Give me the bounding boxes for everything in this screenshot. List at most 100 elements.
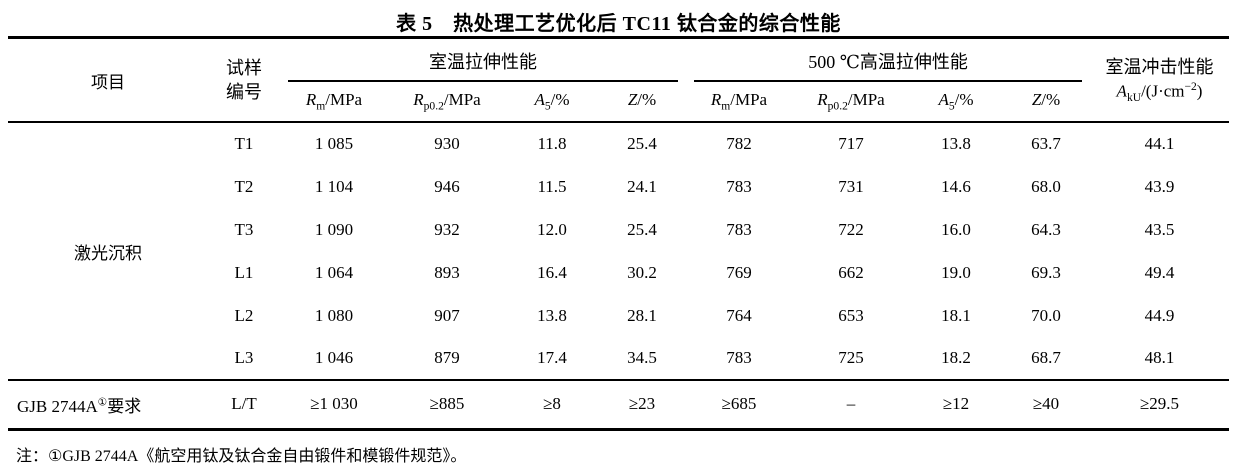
cell: 11.8 <box>506 121 598 165</box>
requirement-row: GJB 2744A①要求 L/T ≥1 030 ≥885 ≥8 ≥23 ≥685… <box>8 379 1230 429</box>
group-header-high-temp-tensile: 500 ℃高温拉伸性能 <box>686 38 1090 82</box>
cell: 769 <box>726 262 752 282</box>
cell: 13.8 <box>537 305 567 325</box>
sample-id-cell: L/T <box>208 379 280 429</box>
subcol-header-ht-z: Z/% <box>1031 90 1061 110</box>
cell: ≥685 <box>686 379 792 429</box>
cell: 1 085 <box>280 121 388 165</box>
cell: 16.4 <box>537 262 567 282</box>
cell: 18.1 <box>941 305 971 325</box>
cell: 1 090 <box>314 219 354 239</box>
table-row: T3 1 090 932 12.0 25.4 783 722 16.0 64.3… <box>8 208 1229 251</box>
cell: 49.4 <box>1144 262 1175 282</box>
sample-id-cell: T2 <box>234 176 254 196</box>
cell: 783 <box>726 176 752 196</box>
table-title: 表 5 热处理工艺优化后 TC11 钛合金的综合性能 <box>396 13 841 35</box>
cell: ≥23 <box>598 379 686 429</box>
properties-table: 项目 试样 编号 室温拉伸性能 500 ℃高温拉伸性能 室温冲击性能 A <box>8 36 1230 431</box>
cell: ≥8 <box>506 379 598 429</box>
cell: 18.2 <box>941 348 971 367</box>
cell: 932 <box>434 219 460 239</box>
cell: 28.1 <box>627 305 657 325</box>
cell: 68.0 <box>1031 176 1061 196</box>
table-row: T2 1 104 946 11.5 24.1 783 731 14.6 68.0… <box>8 165 1229 208</box>
cell: 731 <box>838 176 864 196</box>
cell: 68.7 <box>1031 348 1061 367</box>
cell: ≥885 <box>388 379 506 429</box>
cell: 70.0 <box>1031 305 1061 325</box>
header-row-groups: 项目 试样 编号 室温拉伸性能 500 ℃高温拉伸性能 室温冲击性能 A <box>8 38 1229 104</box>
cell: 63.7 <box>1002 121 1091 165</box>
cell: 30.2 <box>627 262 657 282</box>
table-row: L1 1 064 893 16.4 30.2 769 662 19.0 69.3… <box>8 251 1229 294</box>
subcol-header-rt-z: Z/% <box>627 90 657 110</box>
subcol-header-rt-rp02: Rp0.2/MPa <box>413 90 481 113</box>
cell: 43.5 <box>1144 219 1175 239</box>
sample-id-cell: L1 <box>234 262 254 282</box>
cell: 1 064 <box>314 262 354 282</box>
cell: 1 046 <box>314 348 354 367</box>
requirement-label: GJB 2744A①要求 <box>8 379 208 429</box>
sample-id-cell: L2 <box>234 305 254 325</box>
footnote: 注：①GJB 2744A《航空用钛及钛合金自由锻件和模锻件规范》。 <box>16 447 467 465</box>
cell: 13.8 <box>910 121 1002 165</box>
cell: 662 <box>838 262 864 282</box>
col-header-sample: 试样 编号 <box>208 38 280 123</box>
cell: 19.0 <box>941 262 971 282</box>
cell: 653 <box>838 305 864 325</box>
cell: 783 <box>726 219 752 239</box>
cell: ≥40 <box>1002 379 1091 429</box>
cell: 69.3 <box>1031 262 1061 282</box>
subcol-header-rt-rm: Rm/MPa <box>305 90 363 113</box>
cell: 1 104 <box>314 176 354 196</box>
col-header-item: 项目 <box>91 72 125 92</box>
cell: ≥1 030 <box>280 379 388 429</box>
cell: 907 <box>434 305 460 325</box>
cell: 16.0 <box>941 219 971 239</box>
cell: ≥12 <box>910 379 1002 429</box>
cell: 1 080 <box>314 305 354 325</box>
header-row-subcolumns: Rm/MPa Rp0.2/MPa A5/% Z/% Rm/MPa Rp0.2/M… <box>8 82 1229 122</box>
cell: 893 <box>434 262 460 282</box>
cell: 722 <box>838 219 864 239</box>
cell: 12.0 <box>537 219 567 239</box>
sample-id-cell: T3 <box>234 219 254 239</box>
table-row: L2 1 080 907 13.8 28.1 764 653 18.1 70.0… <box>8 294 1229 337</box>
sample-id-cell: T1 <box>208 121 280 165</box>
sample-id-cell: L3 <box>234 348 254 367</box>
table-row: 激光沉积 T1 1 085 930 11.8 25.4 782 717 13.8… <box>8 121 1230 380</box>
cell: 44.9 <box>1144 305 1175 325</box>
cell: 930 <box>388 121 506 165</box>
cell: 17.4 <box>537 348 567 367</box>
subcol-header-ht-rp02: Rp0.2/MPa <box>817 90 885 113</box>
cell: 11.5 <box>537 176 567 196</box>
subcol-header-ht-a5: A5/% <box>938 90 974 113</box>
cell: 879 <box>434 348 460 367</box>
footnote-marker: ① <box>97 397 108 409</box>
cell: 43.9 <box>1144 176 1175 196</box>
subcol-header-rt-a5: A5/% <box>534 90 570 113</box>
col-header-sample-line2: 编号 <box>226 82 262 102</box>
subcol-header-ht-rm: Rm/MPa <box>710 90 768 113</box>
cell: 64.3 <box>1031 219 1061 239</box>
cell: ≥29.5 <box>1090 379 1230 429</box>
cell: 44.1 <box>1090 121 1230 165</box>
cell: 25.4 <box>598 121 686 165</box>
col-header-impact-line1: 室温冲击性能 <box>1105 57 1214 78</box>
col-header-impact-formula: AkU/(J·cm−2) <box>1116 79 1203 104</box>
cell: 782 <box>686 121 792 165</box>
cell: 14.6 <box>941 176 971 196</box>
group-header-room-temp-tensile: 室温拉伸性能 <box>280 38 686 82</box>
cell: 946 <box>434 176 460 196</box>
cell: 25.4 <box>627 219 657 239</box>
cell: 34.5 <box>627 348 657 367</box>
group-label-laser-deposition: 激光沉积 <box>8 121 208 380</box>
table-row: L3 1 046 879 17.4 34.5 783 725 18.2 68.7… <box>8 337 1229 380</box>
cell: – <box>792 379 910 429</box>
col-header-sample-line1: 试样 <box>226 57 262 78</box>
cell: 24.1 <box>627 176 657 196</box>
cell: 48.1 <box>1144 348 1175 367</box>
cell: 725 <box>838 348 864 367</box>
col-header-impact: 室温冲击性能 AkU/(J·cm−2) <box>1090 38 1229 123</box>
